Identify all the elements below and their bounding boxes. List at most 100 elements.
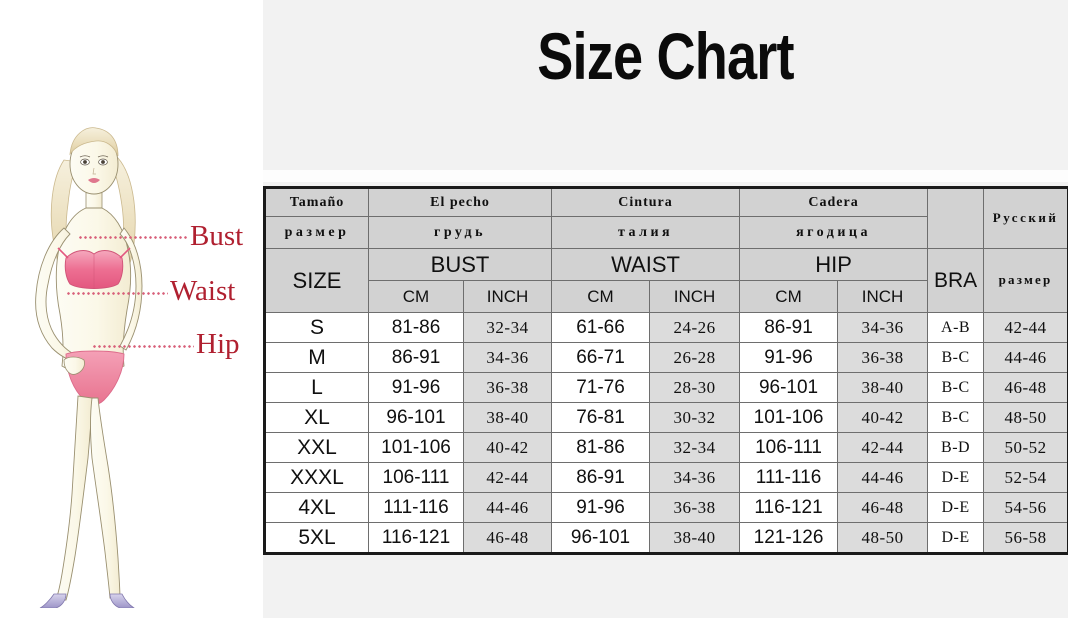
cell-bra: B-C — [927, 342, 985, 373]
cell-waist-inch: 26-28 — [649, 342, 741, 373]
size-table-body: S 81-86 32-34 61-66 24-26 86-91 34-36 A-B 42-44 M… — [264, 312, 1068, 554]
cell-russian-size: 44-46 — [983, 342, 1068, 373]
cell-bust-cm: 81-86 — [368, 312, 464, 343]
cell-waist-cm: 91-96 — [551, 492, 651, 523]
header-row-spanish: Tamaño El pecho Cintura Cadera Русский — [264, 187, 1068, 249]
cell-waist-inch: 30-32 — [649, 402, 741, 433]
header-hip: HIP — [739, 248, 929, 281]
cell-bra: B-C — [927, 402, 985, 433]
cell-hip-inch: 34-36 — [837, 312, 929, 343]
table-row: 5XL 116-121 46-48 96-101 38-40 121-126 48-50 D-… — [264, 522, 1068, 554]
waist-label: Waist — [170, 275, 236, 307]
header-russkiy: Русский — [983, 187, 1068, 249]
cell-hip-cm: 116-121 — [739, 492, 839, 523]
cell-bust-cm: 106-111 — [368, 462, 464, 493]
header-cintura: Cintura — [551, 187, 741, 217]
cell-hip-inch: 46-48 — [837, 492, 929, 523]
cell-waist-cm: 76-81 — [551, 402, 651, 433]
header-cadera: Cadera — [739, 187, 929, 217]
cell-size: XL — [264, 402, 369, 433]
cell-waist-inch: 32-34 — [649, 432, 741, 463]
cell-bra: D-E — [927, 462, 985, 493]
table-row: S 81-86 32-34 61-66 24-26 86-91 34-36 A-B 42-44 — [264, 312, 1068, 343]
table-row: L 91-96 36-38 71-76 28-30 96-101 38-40 B-C 46-48 — [264, 372, 1068, 403]
header-row-russian: размер грудь талия ягодица — [264, 216, 1068, 249]
hip-label: Hip — [196, 328, 240, 360]
cell-bust-inch: 32-34 — [462, 312, 553, 343]
header-row-english: SIZE BUST WAIST HIP BRA размер — [264, 248, 1068, 313]
cell-waist-inch: 28-30 — [649, 372, 741, 403]
cell-waist-cm: 66-71 — [551, 342, 651, 373]
cell-bust-inch: 36-38 — [462, 372, 553, 403]
header-size: SIZE — [264, 248, 369, 313]
cell-bust-inch: 46-48 — [462, 522, 553, 554]
cell-bra: D-E — [927, 522, 985, 554]
cell-hip-inch: 42-44 — [837, 432, 929, 463]
header-row-units: CM INCH CM INCH CM INCH — [265, 280, 1068, 313]
cell-hip-cm: 91-96 — [739, 342, 839, 373]
header-tamano: Tamaño — [264, 187, 369, 217]
table-row: M 86-91 34-36 66-71 26-28 91-96 36-38 B-C 44-46 — [264, 342, 1068, 373]
cell-bust-cm: 86-91 — [368, 342, 464, 373]
cell-russian-size: 56-58 — [983, 522, 1068, 554]
cell-bra: B-D — [927, 432, 985, 463]
header-hip-cm: CM — [739, 280, 839, 313]
table-row: XL 96-101 38-40 76-81 30-32 101-106 40-42 B-C 48… — [264, 402, 1068, 433]
cell-waist-inch: 24-26 — [649, 312, 741, 343]
cell-bust-cm: 116-121 — [368, 522, 464, 554]
cell-russian-size: 50-52 — [983, 432, 1068, 463]
header-waist-inch: INCH — [649, 280, 741, 313]
header-el-pecho: El pecho — [367, 187, 553, 217]
cell-size: S — [264, 312, 369, 343]
cell-bra: D-E — [927, 492, 985, 523]
cell-waist-cm: 86-91 — [551, 462, 651, 493]
header-bust-inch: INCH — [462, 280, 553, 313]
cell-waist-cm: 81-86 — [551, 432, 651, 463]
cell-waist-cm: 96-101 — [551, 522, 651, 554]
woman-figure-illustration — [6, 108, 206, 608]
cell-bust-inch: 34-36 — [462, 342, 553, 373]
cell-waist-inch: 34-36 — [649, 462, 741, 493]
cell-bust-cm: 111-116 — [368, 492, 464, 523]
cell-waist-inch: 38-40 — [649, 522, 741, 554]
cell-hip-inch: 44-46 — [837, 462, 929, 493]
cell-hip-inch: 36-38 — [837, 342, 929, 373]
cell-hip-cm: 101-106 — [739, 402, 839, 433]
cell-size: 4XL — [264, 492, 369, 523]
table-row: XXL 101-106 40-42 81-86 32-34 106-111 42-44 B-D… — [264, 432, 1068, 463]
header-waist: WAIST — [551, 248, 741, 281]
bust-label: Bust — [190, 220, 244, 252]
cell-waist-inch: 36-38 — [649, 492, 741, 523]
cell-bra: B-C — [927, 372, 985, 403]
cell-hip-cm: 106-111 — [739, 432, 839, 463]
cell-size: XXL — [264, 432, 369, 463]
cell-russian-size: 42-44 — [983, 312, 1068, 343]
cell-size: M — [264, 342, 369, 373]
header-grud: грудь — [367, 216, 553, 249]
waist-leader-line — [66, 292, 168, 295]
cell-bust-cm: 96-101 — [368, 402, 464, 433]
cell-russian-size: 54-56 — [983, 492, 1068, 523]
panel-divider-band — [263, 170, 1068, 182]
cell-hip-cm: 86-91 — [739, 312, 839, 343]
cell-waist-cm: 61-66 — [551, 312, 651, 343]
hip-leader-line — [92, 345, 194, 348]
cell-hip-inch: 38-40 — [837, 372, 929, 403]
cell-hip-inch: 40-42 — [837, 402, 929, 433]
cell-hip-inch: 48-50 — [837, 522, 929, 554]
header-russian-size: размер — [983, 248, 1068, 313]
page-title: Size Chart — [537, 19, 794, 93]
header-bust-cm: CM — [368, 280, 464, 313]
cell-bust-cm: 91-96 — [368, 372, 464, 403]
table-row: XXXL 106-111 42-44 86-91 34-36 111-116 44-46 D-… — [264, 462, 1068, 493]
cell-bust-inch: 42-44 — [462, 462, 553, 493]
bust-leader-line — [78, 236, 188, 239]
header-waist-cm: CM — [551, 280, 651, 313]
cell-bra: A-B — [927, 312, 985, 343]
cell-russian-size: 48-50 — [983, 402, 1068, 433]
cell-russian-size: 52-54 — [983, 462, 1068, 493]
cell-russian-size: 46-48 — [983, 372, 1068, 403]
cell-hip-cm: 96-101 — [739, 372, 839, 403]
table-row: 4XL 111-116 44-46 91-96 36-38 116-121 46-48 D-E… — [264, 492, 1068, 523]
